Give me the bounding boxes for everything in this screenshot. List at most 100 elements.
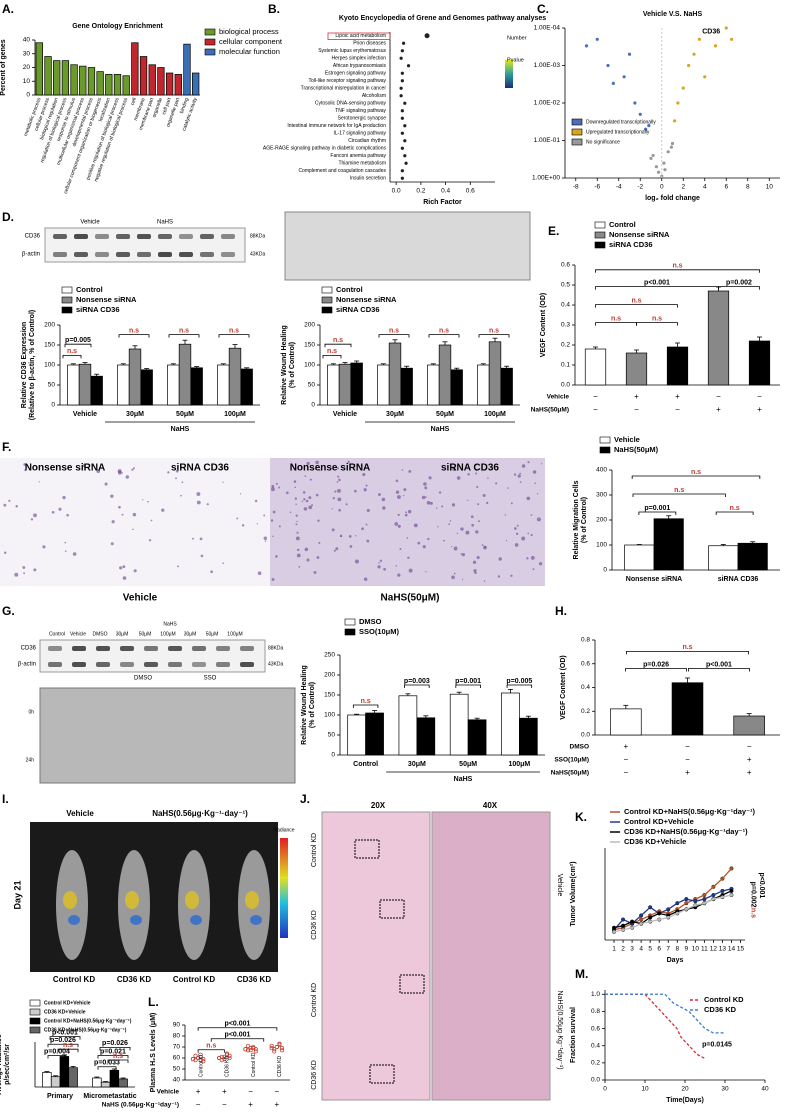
annotation: p<0.001 — [644, 279, 670, 286]
cell-speck — [514, 527, 517, 530]
x-tick-label: 30 — [721, 1086, 729, 1093]
point — [198, 1058, 203, 1063]
bracket — [47, 1055, 67, 1059]
legend-swatch — [321, 296, 333, 304]
cell-speck — [301, 500, 304, 503]
legend-swatch — [29, 999, 41, 1007]
cell-speck — [405, 511, 407, 514]
legend-swatch — [344, 628, 356, 636]
y-tick-label: 0.6 — [561, 262, 570, 269]
point — [662, 161, 666, 165]
dot — [400, 49, 404, 53]
y-tick-label: Insulin secretion — [350, 176, 386, 182]
cell-speck — [521, 464, 526, 468]
y-tick-label: Estrogen signaling pathway — [325, 71, 387, 77]
x-tick-label: Control KD — [251, 1052, 257, 1077]
legend-swatch — [61, 296, 73, 304]
row-sign: + — [675, 392, 680, 401]
cell-speck — [345, 503, 348, 506]
bar — [500, 367, 513, 406]
figure-text: NaHS(0.56μg·Kg⁻¹·day⁻¹) — [152, 809, 248, 818]
annotation: n.s — [113, 1053, 123, 1060]
y-tick-label: 10 — [23, 78, 31, 85]
bar — [748, 340, 771, 386]
figure-text: DMSO — [134, 676, 152, 682]
blot-band — [158, 252, 172, 257]
y-tick-label: 0 — [51, 402, 55, 409]
bracket — [218, 334, 250, 338]
dot — [400, 131, 404, 135]
cell-speck — [175, 477, 177, 480]
point — [222, 1057, 227, 1062]
figure-text: Control KD — [311, 983, 318, 1017]
bar — [42, 1072, 52, 1088]
figure-text: 0h — [28, 709, 34, 715]
cell-speck — [403, 494, 405, 497]
blot-band — [216, 662, 230, 667]
bar — [377, 364, 390, 406]
point — [654, 165, 658, 169]
cell-speck — [519, 481, 522, 483]
cell-speck — [122, 576, 127, 580]
y-axis-label: VEGF Content (OD) — [560, 655, 567, 720]
zoom-box — [399, 974, 425, 994]
cell-speck — [530, 514, 533, 516]
cell-speck — [254, 499, 258, 503]
point — [692, 52, 696, 56]
y-axis-label: Percent of genes — [0, 39, 7, 96]
cell-speck — [365, 484, 368, 487]
legend-label: Control KD+NaHS(0.56μg·Kg⁻¹day⁻¹) — [44, 1018, 132, 1024]
cell-speck — [383, 567, 387, 571]
blot-band — [120, 646, 134, 651]
bar — [78, 363, 92, 406]
bar — [183, 43, 191, 96]
x-axis-label: Days — [667, 957, 684, 964]
cell-speck — [497, 575, 501, 578]
cell-speck — [271, 577, 275, 581]
x-tick-label: 2 — [681, 184, 685, 191]
point — [222, 1054, 227, 1059]
blot-band — [216, 646, 230, 651]
cell-speck — [296, 531, 299, 534]
cell-speck — [33, 568, 37, 572]
point — [196, 1055, 201, 1061]
y-tick-label: 300 — [596, 492, 607, 499]
cell-speck — [278, 525, 281, 528]
legend-label: Control KD+NaHS(0.56μg·Kg⁻¹day⁻¹) — [624, 807, 756, 816]
y-tick-label: 20 — [23, 64, 31, 71]
figure-text: 88KDa — [268, 645, 284, 651]
bar — [44, 56, 52, 96]
legend-label: CD36 KD+Vehicle — [624, 837, 686, 846]
blot-band — [116, 252, 130, 257]
cell-speck — [424, 496, 427, 498]
point — [595, 37, 599, 41]
row-sign: − — [623, 768, 628, 777]
bar — [228, 347, 242, 406]
bracket — [638, 511, 677, 515]
annotation: p=0.003 — [404, 678, 430, 685]
row-label: NaHS (0.56μg·Kg⁻¹day⁻¹) — [102, 1102, 179, 1109]
bar — [140, 369, 153, 406]
blot-g — [39, 639, 266, 673]
cell-speck — [513, 473, 517, 476]
wound-images-g — [39, 687, 296, 784]
y-tick-label: Prion diseases — [353, 41, 386, 47]
dot — [406, 64, 411, 68]
dot — [400, 71, 404, 75]
x-tick-label: 8 — [746, 184, 750, 191]
cell-speck — [318, 541, 321, 544]
x-axis-label: Rich Factor — [423, 199, 462, 206]
dot — [401, 41, 406, 45]
cell-speck — [24, 469, 26, 472]
panel-label: G. — [2, 604, 15, 618]
bar — [117, 364, 130, 406]
y-tick-label: Circadian rhythm — [348, 138, 386, 144]
dot — [404, 161, 408, 165]
dot — [400, 109, 404, 113]
y-axis-label: VEGF Content (OD) — [540, 293, 547, 358]
cell-speck — [378, 493, 381, 496]
bar — [708, 545, 739, 571]
dot — [400, 146, 404, 150]
cell-speck — [196, 500, 201, 505]
cell-speck — [286, 491, 289, 495]
